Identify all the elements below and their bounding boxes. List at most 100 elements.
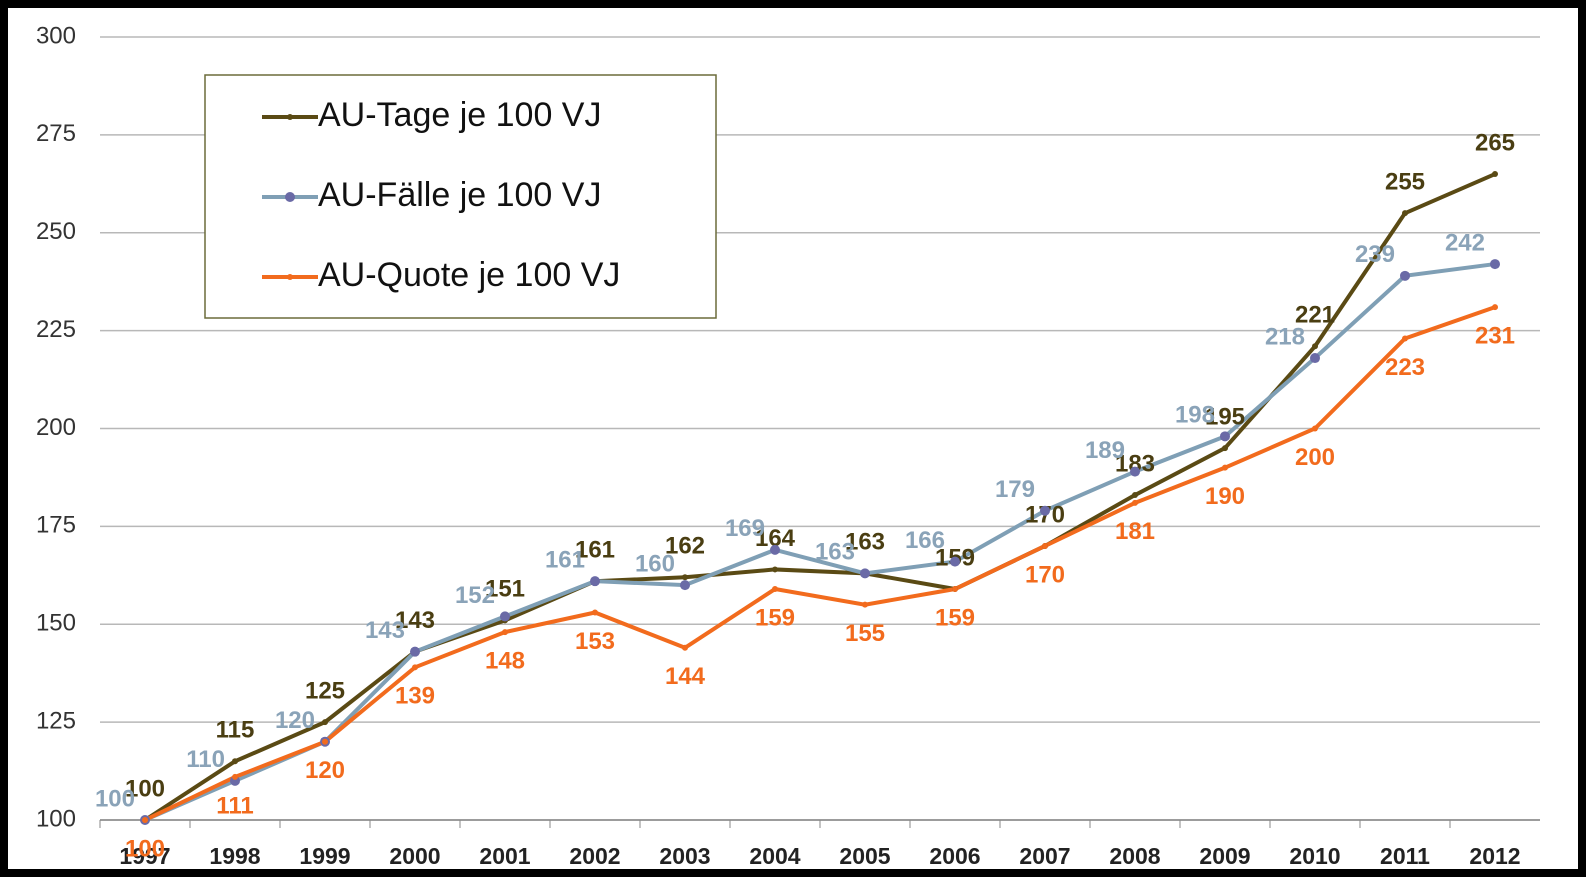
data-label: 218 — [1265, 323, 1305, 350]
point — [590, 576, 600, 587]
x-tick-label: 2006 — [929, 843, 980, 869]
data-label: 195 — [1205, 403, 1245, 430]
point — [1312, 425, 1318, 432]
x-tick-label: 1998 — [209, 843, 260, 869]
point — [680, 580, 690, 591]
point — [862, 601, 868, 608]
point — [1132, 499, 1138, 506]
point — [1042, 542, 1048, 549]
data-label: 100 — [125, 775, 165, 802]
data-label: 120 — [275, 707, 315, 734]
data-label: 151 — [485, 576, 525, 603]
x-tick-label: 2005 — [839, 843, 890, 869]
legend: AU-Tage je 100 VJ AU-Fälle je 100 VJ AU-Qu… — [204, 74, 717, 319]
data-label: 190 — [1205, 483, 1245, 510]
data-label: 125 — [305, 677, 345, 704]
data-label: 239 — [1355, 241, 1395, 268]
point — [1130, 466, 1140, 477]
data-label: 100 — [95, 785, 135, 812]
point — [952, 586, 958, 593]
point — [860, 568, 870, 579]
point — [950, 556, 960, 567]
data-label: 155 — [845, 620, 885, 647]
legend-marker — [285, 192, 295, 202]
data-label: 148 — [485, 647, 525, 674]
y-tick-label: 150 — [36, 610, 76, 637]
x-tick-label: 2000 — [389, 843, 440, 869]
data-label: 242 — [1445, 229, 1485, 256]
x-tick-label: 2001 — [479, 843, 530, 869]
data-label: 159 — [755, 604, 795, 631]
point — [1222, 464, 1228, 471]
data-label: 189 — [1085, 437, 1125, 464]
x-tick-label: 1999 — [299, 843, 350, 869]
data-label: 115 — [216, 717, 255, 744]
data-label: 221 — [1295, 302, 1335, 329]
point — [1220, 431, 1230, 442]
point — [500, 611, 510, 622]
point — [1040, 505, 1050, 516]
point — [772, 586, 778, 593]
x-tick-label: 2003 — [659, 843, 710, 869]
data-label: 198 — [1175, 402, 1215, 429]
y-tick-label: 200 — [36, 414, 76, 441]
legend-label: AU-Fälle je 100 VJ — [318, 176, 601, 214]
data-label: 139 — [395, 683, 435, 710]
point — [410, 646, 420, 657]
point — [232, 758, 238, 765]
data-label: 162 — [665, 533, 705, 560]
x-tick-label: 2011 — [1380, 843, 1430, 869]
data-label: 152 — [455, 582, 495, 609]
data-label: 143 — [395, 607, 435, 634]
legend-label: AU-Tage je 100 VJ — [318, 96, 602, 134]
point — [592, 609, 598, 616]
x-tick-label: 2009 — [1199, 843, 1250, 869]
point — [772, 566, 778, 573]
point — [1402, 335, 1408, 342]
x-tick-label: 1997 — [119, 843, 170, 869]
data-label: 110 — [186, 746, 225, 773]
legend-label: AU-Quote je 100 VJ — [318, 256, 620, 294]
x-tick-label: 2002 — [569, 843, 620, 869]
series-line — [144, 262, 1496, 822]
point — [1490, 259, 1500, 270]
data-label: 159 — [935, 604, 975, 631]
y-tick-label: 100 — [36, 805, 76, 832]
point — [1310, 353, 1320, 364]
data-label: 163 — [845, 529, 885, 556]
point — [1492, 171, 1498, 178]
data-label: 111 — [216, 792, 253, 819]
point — [1402, 210, 1408, 217]
data-label: 231 — [1475, 322, 1515, 349]
series-line — [144, 305, 1496, 822]
point — [1400, 270, 1410, 281]
y-tick-label: 125 — [36, 707, 76, 734]
data-label: 181 — [1115, 518, 1155, 545]
data-label: 223 — [1385, 354, 1425, 381]
point — [412, 664, 418, 671]
point — [770, 544, 780, 555]
point — [1132, 492, 1138, 499]
legend-marker — [287, 114, 293, 120]
x-tick-label: 2008 — [1109, 843, 1160, 869]
data-label: 170 — [1025, 561, 1065, 588]
legend-marker — [287, 274, 293, 280]
data-label: 200 — [1295, 444, 1335, 471]
data-label: 100 — [125, 835, 165, 862]
data-label: 255 — [1385, 169, 1425, 196]
data-label: 144 — [665, 663, 706, 690]
x-tick-label: 2004 — [749, 843, 800, 869]
data-label: 169 — [725, 515, 765, 542]
data-label: 120 — [305, 757, 345, 784]
point — [1492, 304, 1498, 311]
point — [232, 773, 238, 780]
x-tick-label: 2007 — [1019, 843, 1070, 869]
grid: 100 125 150 175 200 225 250 275 300 1997 1998 1999 2… — [36, 22, 1540, 869]
data-label: 166 — [905, 527, 945, 554]
y-tick-label: 225 — [36, 316, 76, 343]
data-label: 163 — [815, 539, 855, 566]
point — [502, 629, 508, 636]
point — [142, 817, 148, 823]
